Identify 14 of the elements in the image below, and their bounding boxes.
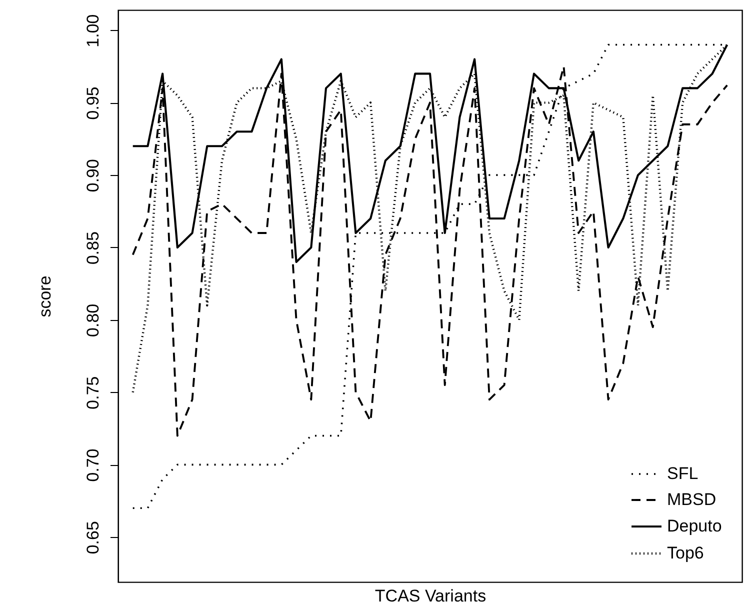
y-axis-title: score [36, 276, 54, 318]
legend-label: Top6 [667, 544, 704, 562]
y-tick-label: 1.00 [84, 14, 102, 48]
y-tick-label: 0.85 [84, 231, 102, 265]
legend-label: MBSD [667, 490, 716, 509]
y-tick-label: 0.80 [84, 304, 102, 337]
y-tick-label: 0.70 [84, 448, 102, 482]
y-tick-label: 0.65 [84, 521, 102, 554]
y-tick-label: 0.90 [84, 159, 102, 192]
legend-label: Deputo [667, 516, 722, 536]
y-tick-label: 0.75 [84, 376, 102, 410]
y-tick-label: 0.95 [84, 86, 102, 120]
x-axis-title: TCAS Variants [374, 586, 486, 606]
legend-label: SFL [667, 464, 698, 483]
